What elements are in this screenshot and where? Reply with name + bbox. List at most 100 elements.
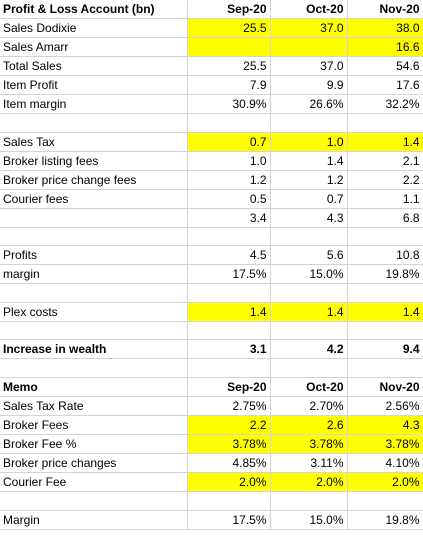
row-label-cell[interactable]: Item margin bbox=[0, 94, 188, 115]
value-cell[interactable]: Nov-20 bbox=[347, 377, 423, 398]
value-cell[interactable]: 17.6 bbox=[347, 75, 423, 96]
value-cell[interactable]: 2.2 bbox=[347, 170, 423, 190]
value-cell[interactable] bbox=[270, 283, 348, 303]
row-label-cell[interactable]: Increase in wealth bbox=[0, 339, 188, 360]
value-cell[interactable]: 2.70% bbox=[270, 396, 348, 417]
value-cell[interactable]: 2.0% bbox=[187, 472, 271, 493]
value-cell[interactable] bbox=[187, 227, 271, 247]
value-cell[interactable]: Sep-20 bbox=[187, 0, 271, 20]
value-cell[interactable] bbox=[270, 227, 348, 247]
value-cell[interactable]: 3.78% bbox=[270, 434, 348, 455]
row-label-cell[interactable]: Broker Fees bbox=[0, 415, 188, 436]
value-cell[interactable]: 15.0% bbox=[270, 264, 348, 285]
row-label-cell[interactable]: Sales Tax bbox=[0, 132, 188, 152]
value-cell[interactable] bbox=[270, 491, 348, 511]
row-label-cell[interactable]: Courier fees bbox=[0, 189, 188, 209]
row-label-cell[interactable]: Broker listing fees bbox=[0, 151, 188, 171]
row-label-cell[interactable] bbox=[0, 227, 188, 247]
row-label-cell[interactable]: Broker price changes bbox=[0, 453, 188, 474]
value-cell[interactable]: 17.5% bbox=[187, 264, 271, 285]
row-label-cell[interactable]: Item Profit bbox=[0, 75, 188, 96]
value-cell[interactable]: 1.4 bbox=[347, 302, 423, 322]
row-label-cell[interactable]: Sales Dodixie bbox=[0, 18, 188, 39]
value-cell[interactable]: 9.4 bbox=[347, 339, 423, 360]
value-cell[interactable]: 0.7 bbox=[187, 132, 271, 152]
value-cell[interactable]: 9.9 bbox=[270, 75, 348, 96]
row-label-cell[interactable]: Sales Tax Rate bbox=[0, 396, 188, 417]
value-cell[interactable]: 1.4 bbox=[187, 302, 271, 322]
value-cell[interactable]: 15.0% bbox=[270, 510, 348, 530]
value-cell[interactable] bbox=[270, 358, 348, 379]
row-label-cell[interactable]: Memo bbox=[0, 377, 188, 398]
value-cell[interactable]: 6.8 bbox=[347, 208, 423, 228]
value-cell[interactable]: 37.0 bbox=[270, 18, 348, 39]
row-label-cell[interactable]: Total Sales bbox=[0, 56, 188, 77]
value-cell[interactable]: 5.6 bbox=[270, 245, 348, 266]
value-cell[interactable] bbox=[270, 113, 348, 133]
value-cell[interactable]: 17.5% bbox=[187, 510, 271, 530]
value-cell[interactable]: 32.2% bbox=[347, 94, 423, 115]
value-cell[interactable]: 37.0 bbox=[270, 56, 348, 77]
value-cell[interactable]: 4.3 bbox=[270, 208, 348, 228]
value-cell[interactable]: 19.8% bbox=[347, 264, 423, 285]
value-cell[interactable]: 7.9 bbox=[187, 75, 271, 96]
value-cell[interactable] bbox=[187, 37, 271, 58]
value-cell[interactable]: 19.8% bbox=[347, 510, 423, 530]
value-cell[interactable]: 2.0% bbox=[347, 472, 423, 493]
value-cell[interactable]: Nov-20 bbox=[347, 0, 423, 20]
value-cell[interactable]: 30.9% bbox=[187, 94, 271, 115]
row-label-cell[interactable]: Broker price change fees bbox=[0, 170, 188, 190]
value-cell[interactable]: Oct-20 bbox=[270, 0, 348, 20]
value-cell[interactable] bbox=[347, 283, 423, 303]
value-cell[interactable]: 1.4 bbox=[270, 151, 348, 171]
value-cell[interactable]: 1.2 bbox=[270, 170, 348, 190]
row-label-cell[interactable]: margin bbox=[0, 264, 188, 285]
value-cell[interactable]: 1.4 bbox=[347, 132, 423, 152]
row-label-cell[interactable]: Profits bbox=[0, 245, 188, 266]
row-label-cell[interactable]: Plex costs bbox=[0, 302, 188, 322]
value-cell[interactable]: 2.75% bbox=[187, 396, 271, 417]
value-cell[interactable]: Oct-20 bbox=[270, 377, 348, 398]
row-label-cell[interactable]: Broker Fee % bbox=[0, 434, 188, 455]
value-cell[interactable]: 38.0 bbox=[347, 18, 423, 39]
value-cell[interactable]: 3.78% bbox=[187, 434, 271, 455]
value-cell[interactable]: 1.0 bbox=[270, 132, 348, 152]
value-cell[interactable]: 25.5 bbox=[187, 56, 271, 77]
value-cell[interactable] bbox=[347, 358, 423, 379]
value-cell[interactable] bbox=[270, 321, 348, 341]
row-label-cell[interactable] bbox=[0, 491, 188, 511]
value-cell[interactable]: 2.6 bbox=[270, 415, 348, 436]
value-cell[interactable]: 2.2 bbox=[187, 415, 271, 436]
value-cell[interactable] bbox=[187, 491, 271, 511]
value-cell[interactable]: 4.10% bbox=[347, 453, 423, 474]
row-label-cell[interactable] bbox=[0, 358, 188, 379]
value-cell[interactable] bbox=[187, 321, 271, 341]
value-cell[interactable]: 1.1 bbox=[347, 189, 423, 209]
value-cell[interactable]: 4.5 bbox=[187, 245, 271, 266]
value-cell[interactable]: 1.0 bbox=[187, 151, 271, 171]
value-cell[interactable]: 3.1 bbox=[187, 339, 271, 360]
value-cell[interactable]: 3.11% bbox=[270, 453, 348, 474]
value-cell[interactable] bbox=[187, 358, 271, 379]
value-cell[interactable]: 1.4 bbox=[270, 302, 348, 322]
value-cell[interactable]: 0.5 bbox=[187, 189, 271, 209]
value-cell[interactable]: 4.2 bbox=[270, 339, 348, 360]
value-cell[interactable]: 26.6% bbox=[270, 94, 348, 115]
value-cell[interactable]: 2.1 bbox=[347, 151, 423, 171]
value-cell[interactable] bbox=[270, 37, 348, 58]
value-cell[interactable]: 1.2 bbox=[187, 170, 271, 190]
value-cell[interactable]: 0.7 bbox=[270, 189, 348, 209]
value-cell[interactable]: Sep-20 bbox=[187, 377, 271, 398]
row-label-cell[interactable]: Profit & Loss Account (bn) bbox=[0, 0, 188, 20]
row-label-cell[interactable] bbox=[0, 283, 188, 303]
row-label-cell[interactable]: Courier Fee bbox=[0, 472, 188, 493]
value-cell[interactable] bbox=[347, 491, 423, 511]
value-cell[interactable] bbox=[187, 283, 271, 303]
value-cell[interactable]: 16.6 bbox=[347, 37, 423, 58]
value-cell[interactable]: 4.85% bbox=[187, 453, 271, 474]
value-cell[interactable]: 3.4 bbox=[187, 208, 271, 228]
value-cell[interactable]: 2.56% bbox=[347, 396, 423, 417]
value-cell[interactable]: 2.0% bbox=[270, 472, 348, 493]
row-label-cell[interactable] bbox=[0, 208, 188, 228]
value-cell[interactable]: 25.5 bbox=[187, 18, 271, 39]
